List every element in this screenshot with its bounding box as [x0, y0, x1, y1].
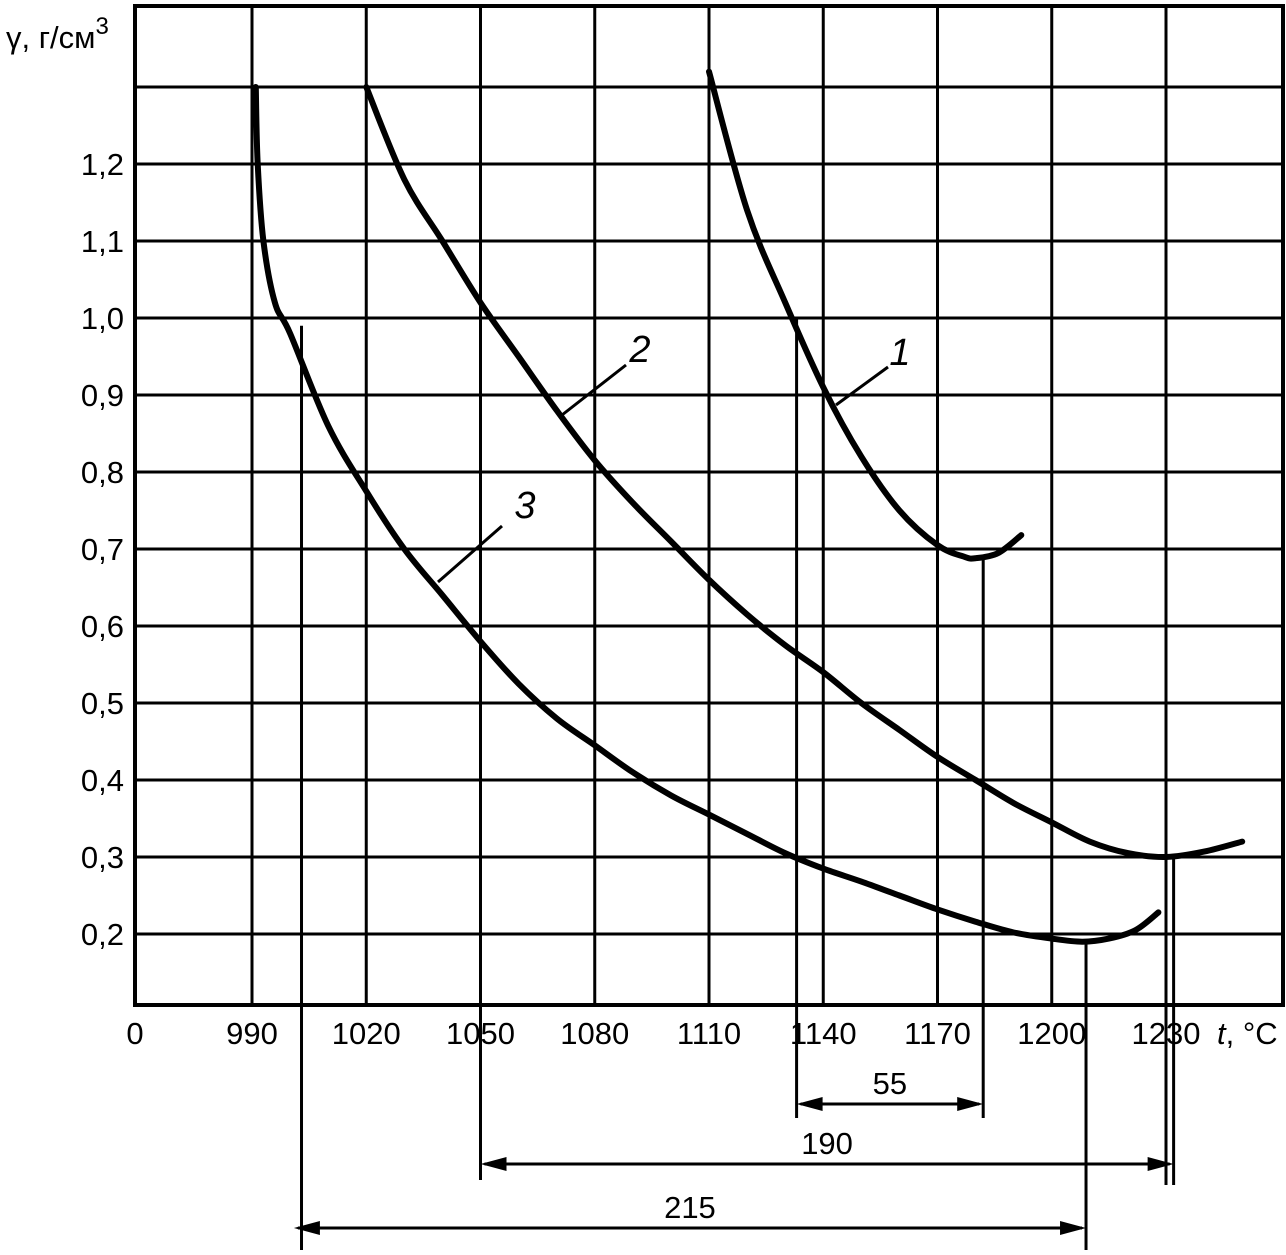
dimension-label: 55 — [873, 1066, 907, 1101]
curve-label-leaders: 1 2 3 — [437, 329, 911, 584]
origin-label: 0 — [126, 1016, 143, 1051]
series-label-1: 1 — [889, 332, 910, 374]
y-tick-label: 1,1 — [81, 224, 124, 259]
leader-line-3 — [437, 524, 503, 584]
dimension-label: 190 — [801, 1126, 853, 1161]
arrow-right — [957, 1097, 984, 1111]
y-tick-label: 1,2 — [81, 147, 124, 182]
x-tick-label: 1080 — [560, 1016, 629, 1051]
y-tick-label: 0,3 — [81, 840, 124, 875]
leader-line-1 — [835, 365, 889, 407]
arrow-left — [480, 1157, 507, 1171]
x-tick-label: 990 — [226, 1016, 278, 1051]
y-tick-label: 0,2 — [81, 917, 124, 952]
y-tick-label: 0,8 — [81, 455, 124, 490]
x-tick-label: 1110 — [677, 1016, 741, 1051]
y-tick-label: 0,4 — [81, 763, 124, 798]
x-tick-label: 1200 — [1017, 1016, 1086, 1051]
leader-line-2 — [561, 363, 627, 417]
curves — [252, 68, 1246, 945]
arrow-right — [1147, 1157, 1174, 1171]
x-axis-label: t, °C — [1217, 1016, 1278, 1051]
x-tick-label: 1050 — [446, 1016, 515, 1051]
series-line-2 — [363, 84, 1246, 861]
x-tick-label: 1020 — [332, 1016, 401, 1051]
arrow-left — [293, 1221, 320, 1235]
x-tick-label: 1230 — [1132, 1016, 1201, 1051]
arrow-left — [796, 1097, 823, 1111]
series-label-2: 2 — [628, 329, 650, 371]
series-label-3: 3 — [514, 485, 535, 527]
y-tick-label: 0,7 — [81, 532, 124, 567]
series-line-3 — [252, 84, 1162, 945]
dimension-label: 215 — [664, 1190, 716, 1225]
x-tick-label: 1170 — [904, 1016, 971, 1051]
grid — [133, 4, 1285, 1007]
y-tick-label: 1,0 — [81, 301, 124, 336]
dimension-annotations: 55 190 215 — [293, 1066, 1174, 1235]
drop-lines — [300, 318, 1176, 1250]
y-tick-label: 0,6 — [81, 609, 124, 644]
series-line-1 — [706, 68, 1025, 562]
y-tick-label: 0,5 — [81, 686, 124, 721]
y-axis-label: γ, г/см3 — [6, 13, 109, 55]
x-tick-label: 1140 — [790, 1016, 857, 1051]
arrow-right — [1060, 1221, 1087, 1235]
tick-labels: 990 1020 1050 1080 1110 1140 1170 1200 12301,21,… — [81, 147, 1201, 1051]
y-tick-label: 0,9 — [81, 378, 124, 413]
